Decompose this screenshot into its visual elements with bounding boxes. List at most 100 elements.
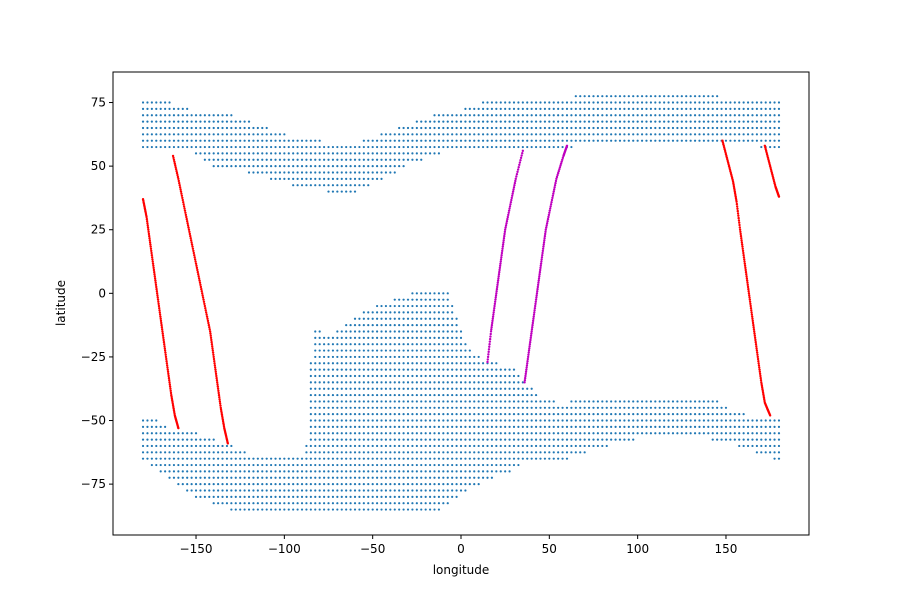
track-point [749,304,752,308]
grid-point [495,139,498,142]
track-point [545,226,548,229]
grid-point [769,444,772,448]
grid-point [495,438,498,441]
grid-point [362,349,365,352]
grid-point [353,349,357,352]
grid-point [777,120,781,123]
grid-point [455,457,458,460]
grid-point [481,114,485,117]
grid-point [583,419,586,422]
grid-point [217,483,220,486]
grid-point [605,444,608,448]
grid-point [256,489,259,492]
grid-point [495,368,498,371]
grid-point [614,406,617,409]
grid-point [424,349,427,352]
grid-point [406,158,410,161]
y-tick-label: −25 [81,350,106,364]
grid-point [181,133,184,136]
grid-point [367,470,370,473]
grid-point [327,438,330,441]
grid-point [451,444,454,448]
grid-point [428,311,432,314]
grid-point [689,107,692,110]
track-point [154,283,158,287]
grid-point [504,107,507,110]
grid-point [508,432,511,435]
grid-point [345,444,348,448]
grid-point [605,95,608,98]
grid-point [711,425,714,428]
grid-point [711,139,714,142]
grid-point [543,425,547,428]
grid-point [177,145,180,149]
grid-point [384,444,388,448]
track-point [162,336,165,340]
grid-point [486,438,489,441]
grid-point [256,145,259,149]
grid-point [389,413,392,416]
grid-point [437,374,441,378]
grid-point [402,298,405,301]
track-point [211,351,215,354]
grid-point [473,451,476,454]
grid-point [252,139,255,142]
track-point [209,336,213,340]
grid-point [433,120,436,123]
grid-point [539,400,542,403]
track-point [517,165,520,169]
grid-point [327,508,330,511]
grid-point [362,495,365,498]
grid-point [428,355,432,359]
grid-point [552,139,555,142]
grid-point [663,133,666,136]
grid-point [314,457,317,460]
grid-point [415,336,418,339]
grid-point [345,336,348,339]
grid-point [146,126,149,130]
grid-point [459,425,463,428]
grid-point [676,114,679,117]
grid-point [565,413,569,416]
grid-point [433,152,436,155]
grid-point [437,470,441,473]
grid-point [323,152,326,155]
grid-point [318,349,321,352]
grid-point [362,355,365,359]
grid-point [693,425,697,428]
grid-point [504,413,507,416]
grid-point [614,438,617,441]
grid-point [159,126,162,130]
grid-point [141,120,145,123]
grid-point [155,451,158,454]
track-point [754,343,758,346]
grid-point [508,133,511,136]
grid-point [358,419,361,422]
grid-point [755,133,758,136]
track-point [491,319,494,323]
grid-point [437,476,441,479]
grid-point [389,470,392,473]
grid-point [265,476,268,479]
track-point [216,387,220,390]
track-point [192,251,196,255]
grid-point [459,413,463,416]
grid-point [318,476,321,479]
grid-point [455,368,458,371]
grid-point [473,483,476,486]
grid-point [345,152,348,155]
track-point [526,359,529,363]
track-point [521,151,524,155]
grid-point [724,120,728,123]
grid-point [327,413,330,416]
grid-point [446,368,449,371]
grid-point [296,495,299,498]
grid-point [314,444,317,448]
grid-point [172,126,176,130]
grid-point [309,470,312,473]
grid-point [349,457,352,460]
track-point [748,298,752,301]
grid-point [623,133,626,136]
grid-point [243,145,246,149]
